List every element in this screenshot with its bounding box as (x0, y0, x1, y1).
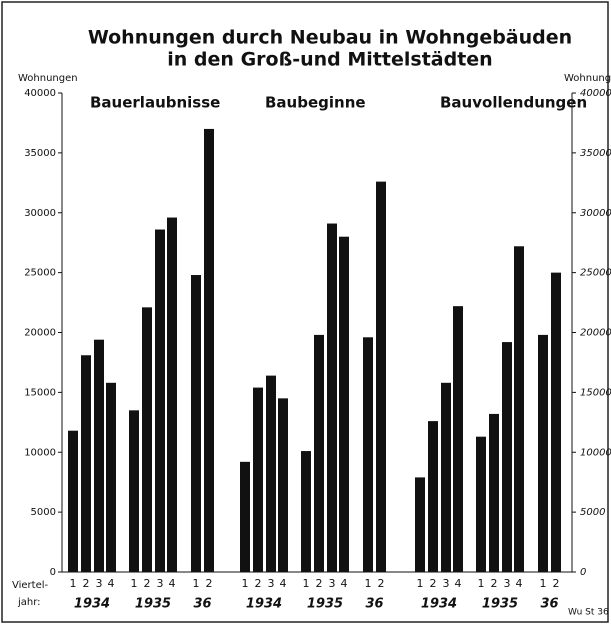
y-axis-label: Wohnungen (18, 73, 78, 84)
year-label: 36 (365, 597, 383, 612)
y2-tick-label: 25000 (580, 268, 611, 279)
x-tick-label: 2 (144, 577, 151, 590)
x-tick-label: 4 (280, 577, 287, 590)
x-tick-label: 4 (341, 577, 348, 590)
bar (301, 451, 311, 572)
y2-tick-label: 40000 (580, 88, 611, 99)
x-tick-label: 2 (316, 577, 323, 590)
year-label: 36 (193, 597, 211, 612)
y2-tick-label: 5000 (580, 507, 605, 518)
year-label: 1935 (307, 597, 343, 612)
y-tick-label: 40000 (24, 88, 56, 99)
bar (266, 375, 276, 572)
bar (476, 436, 486, 572)
bar (502, 342, 512, 572)
bar (155, 229, 165, 572)
bar (81, 355, 91, 572)
bar (551, 272, 561, 572)
x-tick-label: 1 (193, 577, 200, 590)
y2-tick-label: 30000 (580, 208, 611, 219)
bar (142, 307, 152, 572)
x-tick-label: 3 (96, 577, 103, 590)
x-tick-label: 2 (206, 577, 213, 590)
x-tick-label: 3 (268, 577, 275, 590)
x-tick-label: 1 (478, 577, 485, 590)
x-tick-label: 3 (329, 577, 336, 590)
x-tick-label: 1 (365, 577, 372, 590)
bar (339, 236, 349, 572)
bar (167, 217, 177, 573)
y2-tick-label: 20000 (580, 328, 611, 339)
y-tick-label: 5000 (31, 507, 56, 518)
x-tick-label: 4 (516, 577, 523, 590)
x-axis-label: jahr: (17, 597, 41, 608)
x-tick-label: 4 (108, 577, 115, 590)
bar (68, 430, 78, 572)
x-tick-label: 1 (242, 577, 249, 590)
bar (204, 128, 214, 573)
x-tick-label: 1 (540, 577, 547, 590)
legend-label: Baubeginne (265, 94, 366, 112)
bar (253, 387, 263, 572)
x-tick-label: 2 (553, 577, 560, 590)
bar (514, 246, 524, 572)
bar (278, 398, 288, 572)
y-tick-label: 35000 (24, 148, 56, 159)
x-tick-label: 2 (378, 577, 385, 590)
legend-label: Bauvollendungen (440, 94, 587, 112)
bar (441, 382, 451, 572)
x-tick-label: 2 (491, 577, 498, 590)
x-tick-label: 1 (303, 577, 310, 590)
bar (191, 275, 201, 572)
bar (538, 334, 548, 572)
y-tick-label: 10000 (24, 447, 56, 458)
x-tick-label: 2 (255, 577, 262, 590)
y2-tick-label: 0 (580, 567, 586, 578)
y-tick-label: 15000 (24, 387, 56, 398)
y2-tick-label: 15000 (580, 387, 611, 398)
x-tick-label: 1 (131, 577, 138, 590)
y-tick-label: 20000 (24, 328, 56, 339)
bar (240, 461, 250, 572)
legend-label: Bauerlaubnisse (90, 94, 220, 112)
x-tick-label: 1 (417, 577, 424, 590)
year-label: 1934 (74, 597, 110, 612)
bar (129, 410, 139, 572)
chart-title: in den Groß-und Mittelstädten (167, 49, 492, 71)
year-label: 1935 (135, 597, 171, 612)
year-label: 36 (540, 597, 558, 612)
bar (415, 477, 425, 572)
chart-title: Wohnungen durch Neubau in Wohngebäuden (88, 27, 572, 49)
bar (376, 181, 386, 573)
y-tick-label: 0 (50, 567, 56, 578)
x-axis-label: Viertel- (12, 580, 49, 591)
bar (453, 306, 463, 572)
source: Wu St 36 (568, 608, 609, 618)
y-tick-label: 30000 (24, 208, 56, 219)
bar (428, 421, 438, 572)
x-tick-label: 2 (83, 577, 90, 590)
bar (94, 339, 104, 572)
x-tick-label: 4 (169, 577, 176, 590)
year-label: 1935 (482, 597, 518, 612)
bar (327, 223, 337, 572)
bar (106, 382, 116, 572)
y-tick-label: 25000 (24, 268, 56, 279)
x-tick-label: 2 (430, 577, 437, 590)
bar (363, 337, 373, 572)
x-tick-label: 4 (455, 577, 462, 590)
x-tick-label: 3 (504, 577, 511, 590)
bar (489, 413, 499, 572)
y2-tick-label: 10000 (580, 447, 611, 458)
y2-axis-label: Wohnungen (564, 73, 611, 84)
y2-tick-label: 35000 (580, 148, 611, 159)
year-label: 1934 (246, 597, 282, 612)
x-tick-label: 3 (443, 577, 450, 590)
x-tick-label: 1 (70, 577, 77, 590)
bar (314, 334, 324, 572)
x-tick-label: 3 (157, 577, 164, 590)
year-label: 1934 (421, 597, 457, 612)
